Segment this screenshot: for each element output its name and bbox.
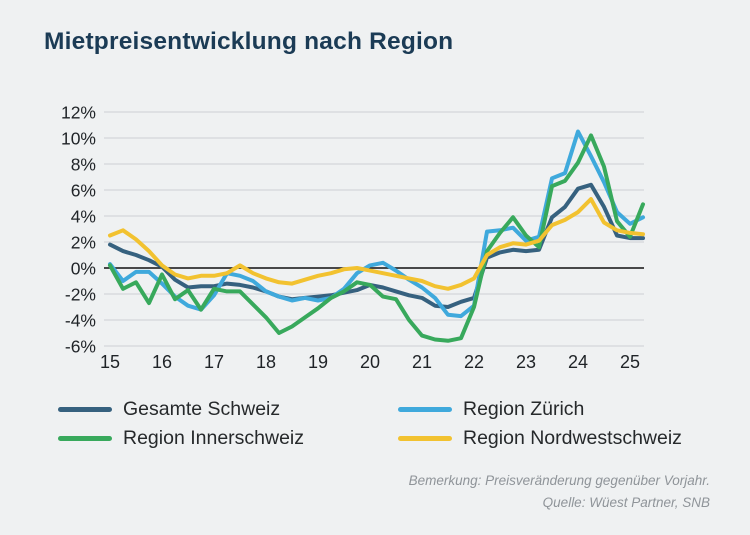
- x-axis-tick-label: 25: [620, 352, 640, 372]
- legend-label-region-innerschweiz: Region Innerschweiz: [123, 427, 305, 449]
- x-axis-tick-label: 24: [568, 352, 588, 372]
- chart-footnote: Bemerkung: Preisveränderung gegenüber Vo…: [409, 470, 710, 514]
- y-axis-tick-label: 0%: [71, 259, 96, 279]
- x-axis-tick-label: 20: [360, 352, 380, 372]
- y-axis-tick-label: 12%: [61, 103, 96, 123]
- x-axis-tick-label: 18: [256, 352, 276, 372]
- y-axis-tick-label: -4%: [65, 311, 96, 331]
- series-line-region-innerschweiz: [108, 133, 645, 343]
- line-chart: 12% 10% 8% 6% 4% 2% 0% -2% -4% -6%15 16 17 18 19 20 21 2…: [61, 103, 645, 372]
- chart-legend: Gesamte Schweiz Region Zürich Region Inn…: [58, 395, 682, 453]
- footnote-remark: Bemerkung: Preisveränderung gegenüber Vo…: [408, 473, 710, 488]
- y-axis-tick-label: 4%: [71, 207, 96, 227]
- legend-item-region-innerschweiz: Region Innerschweiz: [58, 427, 398, 450]
- x-axis-tick-label: 17: [204, 352, 224, 372]
- legend-item-region-nordwestschweiz: Region Nordwestschweiz: [398, 427, 682, 450]
- legend-label-region-zuerich: Region Zürich: [463, 398, 585, 420]
- legend-label-gesamte-schweiz: Gesamte Schweiz: [123, 398, 281, 420]
- x-axis-tick-label: 21: [412, 352, 432, 372]
- series-line-region-nordwestschweiz: [108, 197, 645, 291]
- legend-swatch-region-nordwestschweiz: [398, 436, 452, 441]
- x-axis-tick-label: 23: [516, 352, 536, 372]
- y-axis-tick-label: 2%: [71, 233, 96, 253]
- y-axis-tick-label: 6%: [71, 181, 96, 201]
- x-axis-tick-label: 19: [308, 352, 328, 372]
- legend-swatch-region-zuerich: [398, 407, 452, 412]
- legend-swatch-gesamte-schweiz: [58, 407, 112, 412]
- legend-item-region-zuerich: Region Zürich: [398, 398, 682, 421]
- y-axis-tick-label: 10%: [61, 129, 96, 149]
- footnote-source: Quelle: Wüest Partner, SNB: [542, 494, 710, 510]
- y-axis-tick-label: -6%: [65, 337, 96, 357]
- legend-swatch-region-innerschweiz: [58, 436, 112, 441]
- x-axis-tick-label: 15: [100, 352, 120, 372]
- y-axis-tick-label: -2%: [65, 285, 96, 305]
- y-axis-tick-label: 8%: [71, 155, 96, 175]
- x-axis-tick-label: 16: [152, 352, 172, 372]
- x-axis-tick-label: 22: [464, 352, 484, 372]
- legend-item-gesamte-schweiz: Gesamte Schweiz: [58, 398, 398, 421]
- page-title: Mietpreisentwicklung nach Region: [44, 28, 454, 55]
- legend-label-region-nordwestschweiz: Region Nordwestschweiz: [463, 427, 682, 449]
- series-line-gesamte-schweiz: [108, 182, 645, 309]
